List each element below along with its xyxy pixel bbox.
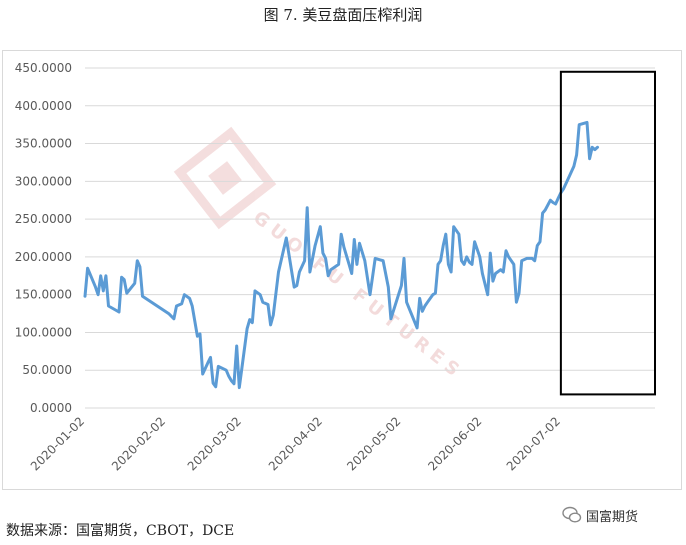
chart-frame xyxy=(2,50,682,490)
y-tick-label: 0.0000 xyxy=(30,401,72,415)
highlight-box xyxy=(559,70,657,396)
series-group xyxy=(83,120,599,390)
wechat-icon xyxy=(562,506,582,523)
x-tick-label: 2020-01-02 xyxy=(28,414,87,473)
watermark-text: GUO FU FUTURES xyxy=(249,207,468,384)
watermark-logo xyxy=(173,126,277,230)
chart-grid xyxy=(85,67,655,409)
highlight-group xyxy=(559,70,657,396)
watermark: GUO FU FUTURES xyxy=(173,126,468,384)
chart-title: 图 7. 美豆盘面压榨利润 xyxy=(263,6,423,24)
y-axis-ticks: 0.0000 50.0000 100.0000 150.0000 200.0000 250… xyxy=(15,61,72,415)
y-tick-label: 250.0000 xyxy=(15,212,72,226)
y-tick-label: 50.0000 xyxy=(22,363,72,377)
x-tick-label: 2020-04-02 xyxy=(266,414,325,473)
x-tick-label: 2020-02-02 xyxy=(109,414,168,473)
data-source-note: 数据来源：国富期货，CBOT，DCE xyxy=(6,523,235,539)
y-tick-label: 100.0000 xyxy=(15,325,72,339)
x-tick-label: 2020-03-02 xyxy=(185,414,244,473)
y-tick-label: 200.0000 xyxy=(15,250,72,264)
watermark-stamp-core xyxy=(208,161,242,195)
x-tick-label: 2020-05-02 xyxy=(344,414,403,473)
x-tick-label: 2020-07-02 xyxy=(504,414,563,473)
y-tick-label: 400.0000 xyxy=(15,99,72,113)
brand-name: 国富期货 xyxy=(586,509,639,525)
y-tick-label: 300.0000 xyxy=(15,174,72,188)
x-tick-label: 2020-06-02 xyxy=(425,414,484,473)
y-tick-label: 450.0000 xyxy=(15,61,72,75)
y-tick-label: 350.0000 xyxy=(15,137,72,151)
watermark-stamp xyxy=(173,126,277,230)
y-tick-label: 150.0000 xyxy=(15,288,72,302)
x-axis-ticks: 2020-01-02 2020-02-02 2020-03-02 2020-04-02… xyxy=(28,414,563,473)
series-line xyxy=(83,120,599,390)
brand-label: 国富期货 xyxy=(562,505,638,525)
